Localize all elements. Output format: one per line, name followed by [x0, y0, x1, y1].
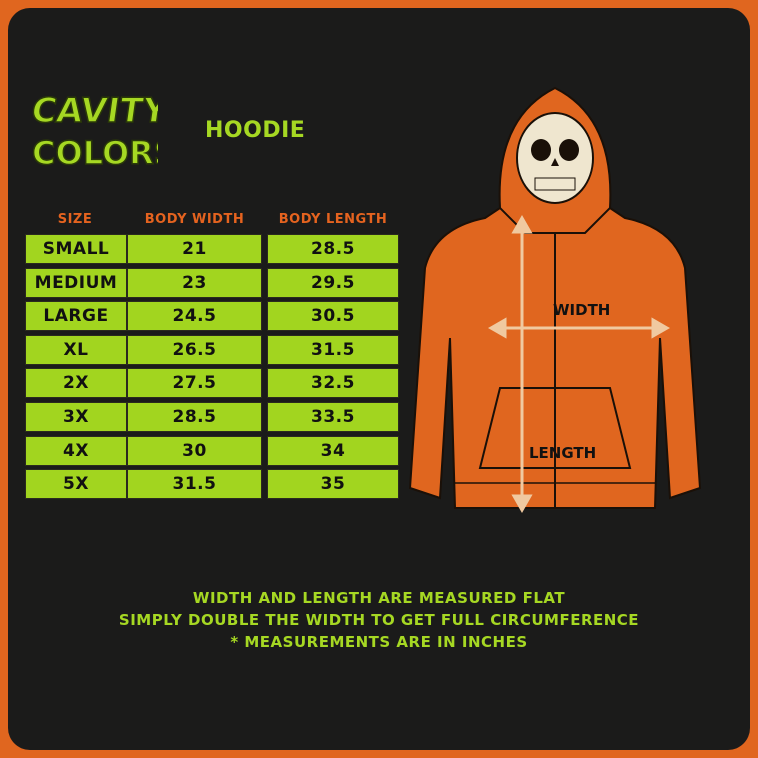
size-cell: XL: [25, 334, 127, 365]
hoodie-illustration: [408, 86, 702, 509]
measurement-notes: WIDTH AND LENGTH ARE MEASURED FLAT SIMPL…: [0, 587, 758, 653]
body-width-cell: 23: [127, 267, 262, 298]
hoodie-diagram: WIDTH LENGTH: [408, 86, 702, 514]
size-cell: 5X: [25, 469, 127, 500]
header-size: SIZE: [57, 212, 93, 227]
body-width-cell: 31.5: [127, 469, 262, 500]
size-cell: SMALL: [25, 234, 127, 264]
body-width-cell: 28.5: [127, 402, 262, 432]
body-width-cell: 24.5: [127, 301, 262, 332]
note-line: * MEASUREMENTS ARE IN INCHES: [230, 633, 528, 651]
body-length-cell: 29.5: [267, 267, 399, 298]
body-length-cell: 34: [267, 435, 399, 466]
cavity-colors-logo: CAVITY COLORS: [28, 90, 158, 172]
body-length-cell: 30.5: [267, 301, 399, 332]
size-cell: MEDIUM: [25, 267, 127, 298]
length-label: LENGTH: [529, 444, 596, 462]
length-arrow: [511, 214, 533, 514]
body-length-cell: 31.5: [267, 334, 399, 365]
size-cell: 3X: [25, 402, 127, 432]
logo-line-2: COLORS: [32, 134, 158, 172]
page-title: HOODIE: [205, 118, 306, 143]
body-length-cell: 35: [267, 469, 399, 500]
note-line: WIDTH AND LENGTH ARE MEASURED FLAT: [192, 589, 566, 607]
header-body-length: BODY LENGTH: [278, 212, 388, 227]
body-width-cell: 26.5: [127, 334, 262, 365]
header-body-width: BODY WIDTH: [144, 212, 245, 227]
body-width-cell: 30: [127, 435, 262, 466]
body-width-cell: 21: [127, 234, 262, 264]
width-label: WIDTH: [553, 301, 610, 319]
body-length-cell: 33.5: [267, 402, 399, 432]
body-width-cell: 27.5: [127, 368, 262, 399]
body-length-cell: 28.5: [267, 234, 399, 264]
note-line: SIMPLY DOUBLE THE WIDTH TO GET FULL CIRC…: [118, 611, 640, 629]
size-cell: LARGE: [25, 301, 127, 332]
size-cell: 2X: [25, 368, 127, 399]
body-length-cell: 32.5: [267, 368, 399, 399]
logo-line-1: CAVITY: [29, 91, 158, 131]
size-cell: 4X: [25, 435, 127, 466]
